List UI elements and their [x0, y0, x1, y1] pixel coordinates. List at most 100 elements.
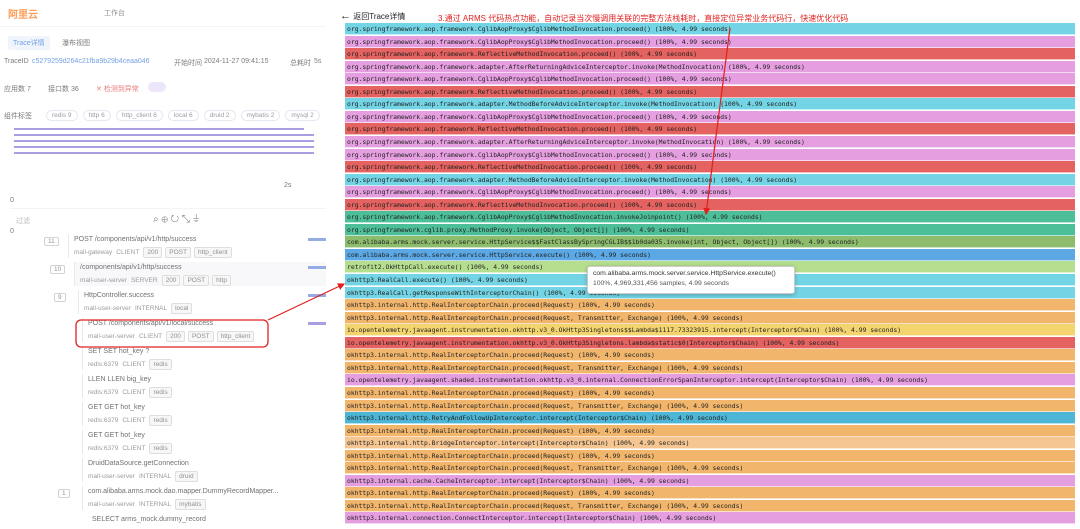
span-meta: CLIENT — [122, 445, 146, 452]
span-tags: mall-user-server INTERNAL mybatis — [88, 499, 209, 510]
span-meta: redis:6379 — [88, 417, 119, 424]
flame-frame: org.springframework.aop.framework.Reflec… — [345, 85, 1075, 98]
label: 组件标签 — [4, 113, 32, 120]
duration-bar — [308, 238, 326, 241]
span-tags: redis:6379 CLIENT redis — [88, 387, 175, 398]
span-tags: mall-gateway CLIENT 200 POST http_client — [74, 247, 235, 258]
time-tick: 2s — [284, 182, 292, 189]
row-bar — [78, 290, 326, 314]
tag: redis — [149, 443, 172, 454]
flame-frame: okhttp3.internal.http.RealInterceptorCha… — [345, 311, 1075, 324]
component-tags: redis 9 http 6 http_client 6 local 6 druid 2… — [46, 110, 325, 121]
span-meta: mall-gateway — [74, 249, 113, 256]
flame-frame: org.springframework.aop.framework.adapte… — [345, 60, 1075, 73]
span-tags: redis:6379 CLIENT redis — [88, 359, 175, 370]
span-title: /components/api/v1/http/success — [80, 264, 182, 271]
tag: POST — [187, 331, 214, 342]
highlight-box — [75, 319, 269, 348]
tag: http_client — [193, 247, 232, 258]
row-bar — [82, 374, 326, 398]
tab[interactable]: Trace详情 — [8, 36, 50, 50]
span-tags: mall-user-server INTERNAL local — [84, 303, 195, 314]
span-meta: CLIENT — [116, 249, 140, 256]
row-bar — [82, 402, 326, 426]
span-tags: redis:6379 CLIENT redis — [88, 415, 175, 426]
span-meta: mall-user-server — [84, 305, 131, 312]
workbench[interactable]: 工作台 — [104, 10, 125, 17]
flame-frame: org.springframework.aop.framework.Reflec… — [345, 48, 1075, 61]
span-title: GET GET hot_key — [88, 404, 145, 411]
flame-frame: okhttp3.internal.connection.ConnectInter… — [345, 512, 1075, 525]
span-title: DruidDataSource.getConnection — [88, 460, 189, 467]
flame-frame: okhttp3.internal.http.RealInterceptorCha… — [345, 449, 1075, 462]
flame-frame: okhttp3.internal.http.RealInterceptorCha… — [345, 462, 1075, 475]
api-count: 接口数 36 — [48, 86, 79, 93]
child-count: 9 — [54, 293, 66, 302]
back-link[interactable]: ← 返回Trace详情 — [340, 10, 406, 22]
label: TraceID — [4, 58, 29, 65]
span-meta: mall-user-server — [88, 501, 135, 508]
error-text: 检测到异常 — [103, 86, 139, 93]
tag: redis — [149, 415, 172, 426]
row-bar — [82, 318, 326, 342]
span-tags: mall-user-server INTERNAL druid — [88, 471, 201, 482]
filter-input[interactable]: 过滤 — [16, 218, 30, 225]
error-filter[interactable]: ✕ 检测到异常 — [96, 86, 139, 93]
component-tag: mysql 2 — [285, 110, 320, 121]
app-count: 应用数 7 — [4, 86, 31, 93]
span-meta: mall-user-server — [88, 333, 135, 340]
flame-frame: org.springframework.aop.framework.CglibA… — [345, 148, 1075, 161]
flame-frame: okhttp3.internal.http.BridgeInterceptor.… — [345, 437, 1075, 450]
toolbar-icons[interactable]: ⌕ ⊕ ↻ ⤡ ⏚ — [153, 214, 200, 225]
tab[interactable]: 瀑布视图 — [62, 40, 90, 47]
flame-frame: org.springframework.aop.framework.CglibA… — [345, 110, 1075, 123]
component-tag: local 6 — [167, 110, 199, 121]
time-tick: 0 — [10, 228, 14, 235]
tag: redis — [149, 359, 172, 370]
flame-frame: okhttp3.internal.http.RealInterceptorCha… — [345, 349, 1075, 362]
row-bar — [82, 458, 326, 482]
flame-frame: io.opentelemetry.javaagent.instrumentati… — [345, 324, 1075, 337]
divider — [10, 208, 326, 209]
component-tag: druid 2 — [203, 110, 236, 121]
tag: POST — [183, 275, 210, 286]
flame-frame: com.alibaba.arms.mock.server.service.Htt… — [345, 236, 1075, 249]
tag: POST — [165, 247, 191, 258]
logo[interactable]: 阿里云 — [8, 10, 38, 21]
span-title: SELECT arms_mock.dummy_record — [92, 516, 206, 523]
flame-frame: okhttp3.internal.http.RealInterceptorCha… — [345, 386, 1075, 399]
trace-id[interactable]: c5279259d264c21fba9b29b4ceaa046 — [32, 58, 150, 65]
tag: 200 — [166, 331, 185, 342]
flame-frame: okhttp3.internal.http.RealInterceptorCha… — [345, 424, 1075, 437]
timeline — [14, 126, 320, 164]
span-meta: CLIENT — [122, 389, 146, 396]
span-tags: redis:6379 CLIENT redis — [88, 443, 175, 454]
flame-frame: org.springframework.aop.framework.CglibA… — [345, 23, 1075, 35]
top-bar — [0, 0, 326, 27]
start-time: 2024-11-27 09:41:15 — [204, 58, 269, 65]
span-title: com.alibaba.arms.mock.dao.mapper.DummyRe… — [88, 488, 279, 495]
tag: redis — [149, 387, 172, 398]
toggle[interactable] — [148, 82, 166, 92]
span-title: GET GET hot_key — [88, 432, 145, 439]
row-bar — [82, 430, 326, 454]
tag: 200 — [161, 275, 181, 286]
span-meta: CLIENT — [138, 333, 163, 340]
flame-frame: org.springframework.aop.framework.CglibA… — [345, 186, 1075, 199]
span-meta: redis:6379 — [88, 389, 119, 396]
flame-frame: okhttp3.internal.http.RealInterceptorCha… — [345, 499, 1075, 512]
span-tags: mall-user-server CLIENT 200 POST http_client — [88, 331, 257, 342]
flame-frame: org.springframework.aop.framework.adapte… — [345, 98, 1075, 111]
flame-frame: org.springframework.aop.framework.CglibA… — [345, 35, 1075, 48]
flame-frame: okhttp3.internal.http.RealInterceptorCha… — [345, 399, 1075, 412]
tag: druid — [175, 471, 198, 482]
span-title: POST /components/api/v1/http/success — [74, 236, 197, 243]
span-tags: mall-user-server SERVER 200 POST http — [80, 275, 234, 286]
child-count: 1 — [58, 489, 70, 498]
component-tag: redis 9 — [46, 110, 78, 121]
flame-frame: org.springframework.cglib.proxy.MethodPr… — [345, 223, 1075, 236]
row-bar — [82, 486, 326, 510]
tag: local — [171, 303, 193, 314]
